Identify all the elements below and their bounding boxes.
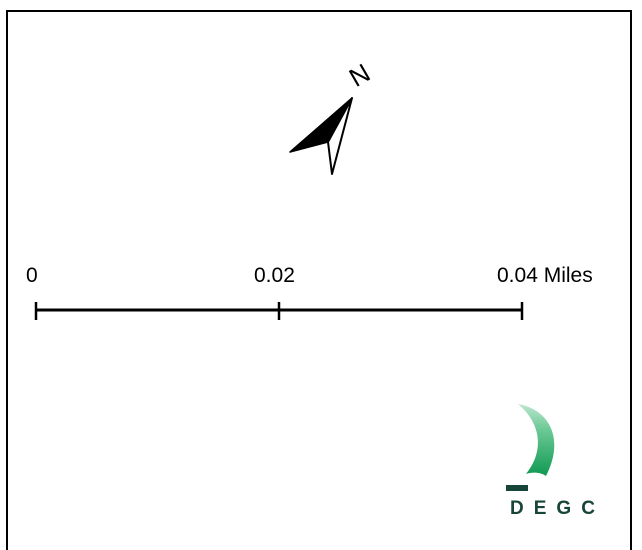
map-panel (6, 10, 632, 550)
logo-bar (506, 485, 528, 491)
degc-logo (506, 404, 555, 491)
logo-letter-e: E (533, 498, 557, 519)
logo-letter-g: G (556, 498, 582, 519)
scale-label-start: 0 (26, 264, 38, 287)
logo-letter-c: C (581, 498, 605, 519)
scale-label-end: 0.04 Miles (497, 264, 593, 287)
scale-label-mid: 0.02 (254, 264, 295, 287)
north-arrow-icon: N (289, 62, 375, 175)
north-label: N (344, 62, 375, 93)
logo-text: DEGC (510, 498, 605, 520)
logo-letter-d: D (510, 498, 534, 519)
scale-bar (34, 302, 524, 320)
logo-swoosh (518, 404, 555, 476)
